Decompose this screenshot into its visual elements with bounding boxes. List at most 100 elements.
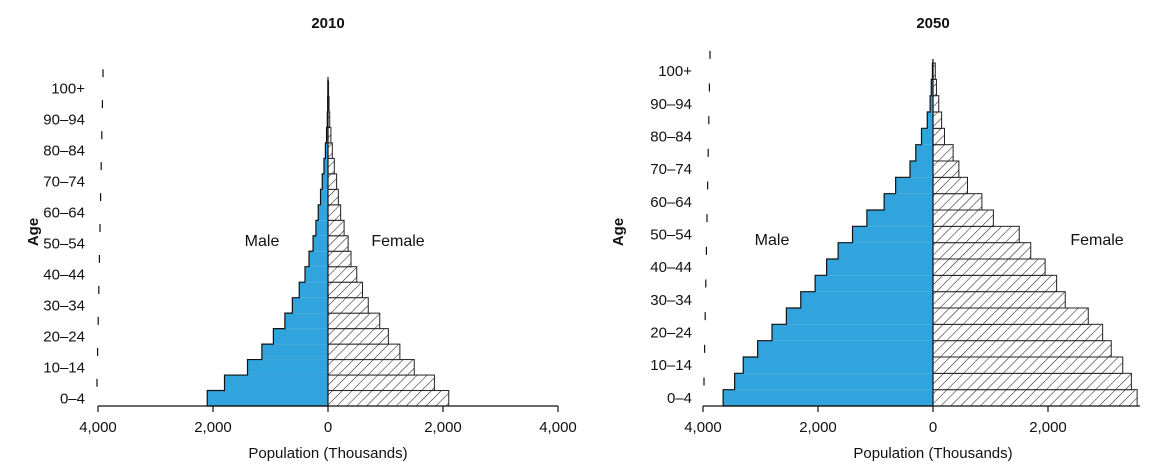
female-bar [932, 176, 968, 195]
male-bar [326, 127, 328, 143]
female-bar [327, 312, 381, 330]
y-tick-label: 80–84 [650, 129, 692, 146]
series-male [206, 80, 329, 407]
male-bar [284, 313, 329, 329]
y-tick-label: 10–14 [650, 357, 692, 374]
y-axis-title: Age [25, 218, 42, 246]
male-bar [322, 173, 328, 190]
female-bar [932, 291, 1066, 309]
male-bar [921, 128, 933, 145]
y-tick-label: 0–4 [60, 390, 85, 407]
y-tick-label: 50–54 [43, 236, 85, 253]
female-bar [327, 281, 363, 299]
male-bar [247, 359, 328, 376]
x-tick-label: 2,000 [1029, 419, 1067, 436]
female-bar [327, 250, 352, 268]
y-tick-label: 50–54 [650, 227, 692, 244]
y-tick-label: 100+ [658, 63, 692, 80]
y-tick-label: 90–94 [43, 112, 85, 129]
series-female [932, 62, 1138, 407]
female-bar [327, 266, 358, 283]
female-bar [932, 307, 1089, 325]
female-bar [932, 340, 1112, 358]
y-tick-label: 40–44 [43, 266, 85, 283]
male-bar [786, 308, 934, 325]
female-label: Female [1070, 232, 1123, 249]
chart-title: 2010 [311, 15, 344, 32]
y-tick-label: 60–64 [43, 205, 85, 222]
x-axis-title: Population (Thousands) [853, 445, 1012, 462]
male-bar [927, 112, 933, 129]
male-bar [852, 226, 933, 243]
male-bar [261, 344, 329, 360]
y-tick-label: 70–74 [43, 174, 85, 191]
female-bar [932, 258, 1046, 276]
female-bar [932, 127, 945, 146]
male-bar [315, 220, 329, 236]
female-bar [327, 188, 339, 206]
female-bar [327, 219, 345, 237]
female-bar [327, 142, 333, 159]
x-tick-label: 4,000 [79, 419, 117, 436]
pyramid-chart-2050: 2050 4,000 2,000 0 2,000 Population (Thousand… [610, 15, 1140, 462]
male-bar [800, 291, 933, 308]
y-tick-label: 30–34 [650, 292, 692, 309]
female-bar [327, 390, 450, 407]
x-axis-title: Population (Thousands) [248, 445, 407, 462]
female-bar [932, 111, 943, 129]
x-tick-label: 0 [324, 419, 332, 436]
female-bar [327, 173, 338, 190]
series-male [722, 62, 934, 407]
male-bar [826, 259, 934, 276]
female-bar [932, 389, 1138, 407]
female-bar [932, 242, 1032, 260]
male-bar [320, 189, 328, 205]
female-bar [327, 297, 369, 314]
male-bar [884, 193, 934, 210]
male-bar [930, 95, 934, 112]
chart-title: 2050 [916, 15, 949, 32]
male-bar [299, 282, 328, 298]
male-bar [723, 389, 934, 406]
y-tick-label: 20–24 [650, 325, 692, 342]
female-bar [932, 95, 940, 113]
male-label: Male [755, 232, 790, 249]
y-tick-label: 80–84 [43, 143, 85, 160]
male-bar [866, 210, 934, 227]
female-bar [327, 235, 349, 252]
male-bar [318, 204, 329, 221]
male-bar [207, 390, 328, 406]
female-bar [932, 323, 1104, 342]
female-bar [327, 359, 415, 376]
male-bar [273, 328, 329, 345]
y-tick-label: 0–4 [667, 390, 692, 407]
y-axis-title: Age [610, 218, 627, 246]
y-tick-label: 30–34 [43, 297, 85, 314]
male-bar [313, 235, 328, 252]
female-bar [327, 374, 435, 392]
y-tick-label: 40–44 [650, 259, 692, 276]
female-bar [327, 328, 389, 345]
female-bar [327, 343, 401, 361]
male-bar [325, 142, 328, 159]
female-bar [932, 225, 1020, 244]
male-bar [895, 177, 934, 194]
male-bar [734, 373, 934, 390]
female-label: Female [371, 233, 424, 250]
female-bar [327, 157, 335, 175]
y-tick-label: 60–64 [650, 194, 692, 211]
female-bar [932, 160, 960, 178]
male-outline [206, 80, 329, 407]
y-tick-label: 90–94 [650, 96, 692, 113]
y-tick-label: 10–14 [43, 359, 85, 376]
y-tick-label: 100+ [51, 81, 85, 98]
x-tick-label: 2,000 [799, 419, 837, 436]
y-tick-label: 70–74 [650, 161, 692, 178]
male-bar [815, 275, 934, 292]
male-bar [757, 340, 934, 357]
x-tick-label: 2,000 [424, 419, 462, 436]
female-bar [327, 204, 342, 221]
x-tick-label: 0 [929, 419, 937, 436]
male-bar [772, 324, 933, 341]
